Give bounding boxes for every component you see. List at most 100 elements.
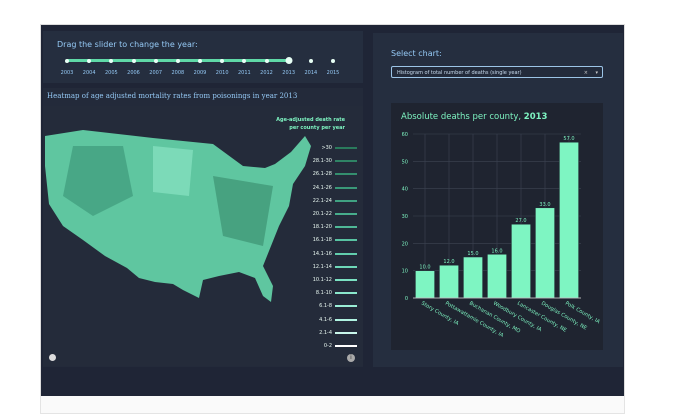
legend-item[interactable]: 12.1-14 (293, 264, 357, 270)
y-tick-label: 40 (402, 187, 408, 193)
us-choropleth-map[interactable] (43, 106, 363, 366)
clear-icon[interactable]: × (583, 70, 588, 76)
y-tick-label: 30 (402, 214, 408, 220)
bar (463, 256, 483, 299)
legend-label: 0-2 (323, 343, 332, 349)
y-tick-label: 50 (402, 159, 408, 165)
legend-swatch (335, 173, 357, 176)
slider-step-dot[interactable] (109, 58, 114, 63)
legend-label: 10.1-12 (312, 277, 332, 283)
slider-step-dot[interactable] (153, 58, 158, 63)
legend-item[interactable]: 0-2 (293, 343, 357, 349)
bar (487, 254, 507, 299)
legend-item[interactable]: 4.1-6 (293, 317, 357, 323)
legend-label: 20.1-22 (312, 211, 332, 217)
legend-label: 8.1-10 (315, 290, 332, 297)
year-tick-label[interactable]: 2007 (149, 70, 163, 76)
legend-swatch (335, 279, 357, 281)
select-value: Histogram of total number of deaths (sin… (397, 70, 522, 76)
slider-step-dot[interactable] (308, 58, 313, 63)
chart-select[interactable]: Histogram of total number of deaths (sin… (391, 66, 603, 78)
bar (415, 270, 435, 299)
legend-swatch (335, 160, 357, 163)
legend-item[interactable]: 24.1-26 (293, 185, 357, 191)
bar-value-label: 27.0 (515, 218, 526, 224)
legend-swatch (335, 186, 357, 189)
slider-step-dot[interactable] (198, 58, 202, 63)
slider-step-dot[interactable] (242, 58, 247, 63)
legend-swatch (335, 226, 357, 229)
legend-label: 12.1-14 (312, 263, 332, 270)
legend-label: 16.1-18 (312, 237, 332, 244)
year-tick-label[interactable]: 2003 (60, 70, 74, 76)
year-tick-label[interactable]: 2006 (127, 70, 140, 76)
bar (559, 141, 579, 299)
legend-item[interactable]: 14.1-16 (293, 251, 357, 257)
info-icon[interactable]: i (347, 354, 355, 362)
legend-item[interactable]: 22.1-24 (293, 198, 357, 204)
legend-swatch (335, 292, 357, 295)
legend-label: 26.1-28 (312, 171, 332, 178)
year-tick-label[interactable]: 2009 (193, 70, 207, 76)
legend-title: Age-adjusted death rate per county per ye… (276, 117, 345, 131)
legend-item[interactable]: 20.1-22 (293, 211, 357, 217)
slider-step-dot[interactable] (264, 58, 269, 63)
bar-value-label: 16.0 (491, 248, 502, 254)
chart-title: Absolute deaths per county, 2013 (401, 112, 548, 122)
year-tick-label[interactable]: 2014 (304, 70, 318, 76)
legend-item[interactable]: 8.1-10 (293, 290, 357, 296)
year-tick-label[interactable]: 2012 (260, 70, 273, 76)
legend-label: 28.1-30 (312, 158, 332, 165)
bar-value-label: 12.0 (443, 259, 454, 265)
year-tick-label[interactable]: 2005 (104, 70, 118, 76)
legend-swatch (335, 213, 357, 215)
map-panel: Heatmap of age adjusted mortality rates … (43, 88, 363, 367)
bar (535, 207, 555, 299)
legend-item[interactable]: 18.1-20 (293, 224, 357, 230)
slider-step-dot[interactable] (131, 58, 136, 63)
year-tick-label[interactable]: 2013 (282, 70, 296, 76)
legend-swatch (335, 345, 357, 347)
legend-swatch (335, 199, 357, 202)
bar (439, 264, 459, 299)
bar-value-label: 15.0 (467, 251, 478, 257)
legend-label: 6.1-8 (319, 303, 332, 310)
page-footer-area (40, 396, 625, 414)
y-tick-label: 20 (402, 241, 408, 247)
legend-item[interactable]: 6.1-8 (293, 303, 357, 309)
bar-value-label: 33.0 (539, 202, 550, 208)
app-frame: Drag the slider to change the year: 2003… (40, 24, 625, 398)
legend-label: 2.1-4 (319, 329, 332, 336)
legend-label: 24.1-26 (312, 184, 332, 191)
legend-item[interactable]: 28.1-30 (293, 158, 357, 164)
map-title: Heatmap of age adjusted mortality rates … (47, 92, 298, 100)
year-tick-label[interactable]: 2010 (215, 70, 229, 76)
legend-item[interactable]: 2.1-4 (293, 330, 357, 336)
bar-chart-card: Absolute deaths per county, 2013 0 10 20 30… (391, 103, 603, 350)
slider-step-dot[interactable] (87, 58, 92, 63)
slider-step-dot[interactable] (175, 58, 180, 63)
chart-panel: Select chart: Histogram of total number … (373, 33, 623, 367)
slider-step-dot[interactable] (65, 58, 69, 63)
year-tick-label[interactable]: 2004 (82, 70, 96, 76)
slider-handle[interactable] (285, 57, 293, 64)
legend-swatch (335, 239, 357, 242)
mapbox-logo-icon[interactable] (49, 354, 56, 361)
chevron-down-icon[interactable]: ▾ (595, 70, 598, 76)
legend-label: 18.1-20 (312, 224, 332, 231)
slider-label: Drag the slider to change the year: (57, 40, 198, 49)
legend-swatch (335, 305, 357, 308)
legend-swatch (335, 331, 357, 334)
legend-item[interactable]: 26.1-28 (293, 171, 357, 177)
legend-swatch (335, 252, 357, 255)
legend-item[interactable]: 16.1-18 (293, 237, 357, 243)
legend-item[interactable]: >30 (293, 145, 357, 151)
legend-item[interactable]: 10.1-12 (293, 277, 357, 283)
slider-step-dot[interactable] (220, 58, 225, 63)
year-tick-label[interactable]: 2015 (326, 70, 340, 76)
year-tick-label[interactable]: 2008 (171, 70, 185, 76)
year-tick-label[interactable]: 2011 (237, 70, 251, 76)
slider-step-dot[interactable] (331, 58, 335, 63)
bar-value-label: 10.0 (419, 265, 430, 271)
